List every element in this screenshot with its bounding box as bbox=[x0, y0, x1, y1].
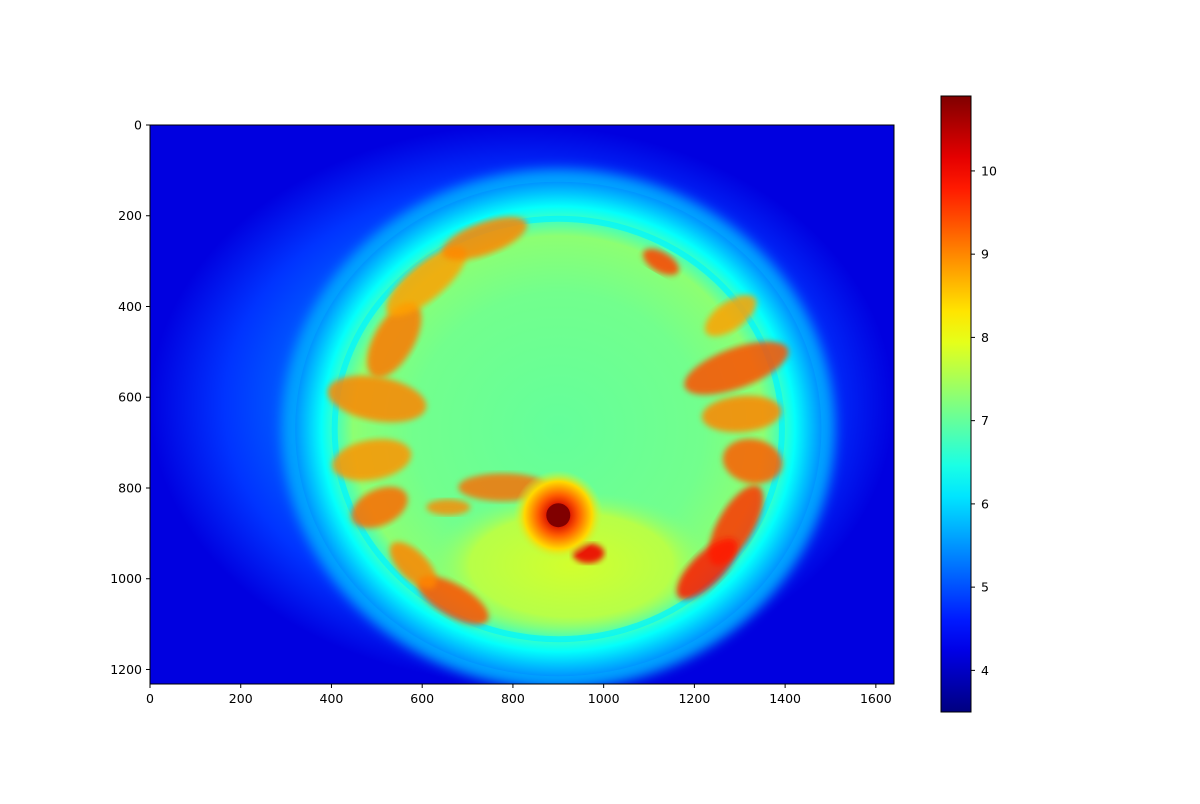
colorbar-frame bbox=[940, 95, 972, 713]
x-tick-label: 200 bbox=[229, 691, 253, 706]
colorbar-tick-label: 9 bbox=[981, 247, 989, 262]
y-tick-label: 400 bbox=[118, 299, 142, 314]
cloud-region bbox=[701, 395, 782, 433]
colorbar-tick-label: 6 bbox=[981, 496, 989, 511]
bright-lower-sky bbox=[426, 490, 717, 640]
cloud-region bbox=[722, 438, 783, 484]
x-tick-label: 1400 bbox=[769, 691, 801, 706]
cloud-region bbox=[704, 294, 757, 337]
x-tick-label: 0 bbox=[146, 691, 154, 706]
x-tick-label: 800 bbox=[501, 691, 525, 706]
heatmap-image bbox=[150, 125, 894, 684]
sun-core bbox=[546, 503, 571, 528]
colorbar-axis: 4 5 6 7 8 9 10 bbox=[971, 163, 997, 678]
cloud-region bbox=[642, 248, 679, 276]
y-tick-label: 800 bbox=[118, 480, 142, 495]
x-tick-label: 1000 bbox=[588, 691, 620, 706]
cloud-region bbox=[426, 499, 471, 516]
cloud-region bbox=[351, 486, 408, 529]
x-tick-label: 600 bbox=[410, 691, 434, 706]
cloud-region bbox=[367, 302, 422, 378]
x-tick-label: 400 bbox=[320, 691, 344, 706]
y-tick-label: 1000 bbox=[110, 571, 142, 586]
colorbar-tick-label: 5 bbox=[981, 580, 989, 595]
cloud-region bbox=[684, 341, 789, 395]
colorbar-tick-label: 7 bbox=[981, 413, 989, 428]
cloud-region bbox=[386, 246, 467, 317]
horizon-ring bbox=[331, 215, 785, 643]
colorbar bbox=[941, 96, 971, 712]
axes-frame bbox=[149, 124, 895, 685]
cloud-region bbox=[441, 216, 528, 260]
cloud-region bbox=[417, 575, 489, 625]
y-tick-label: 600 bbox=[118, 390, 142, 405]
cloud-region bbox=[332, 439, 412, 481]
y-tick-label: 0 bbox=[134, 118, 142, 133]
x-axis: 0 200 400 600 800 1000 1200 1400 1600 bbox=[146, 684, 892, 706]
y-tick-label: 200 bbox=[118, 208, 142, 223]
y-tick-label: 1200 bbox=[110, 662, 142, 677]
colorbar-tick-label: 10 bbox=[981, 163, 997, 178]
cloud-region bbox=[676, 538, 738, 600]
y-axis: 0 200 400 600 800 1000 1200 bbox=[110, 118, 150, 677]
x-tick-label: 1600 bbox=[860, 691, 892, 706]
cloud-region bbox=[389, 541, 437, 589]
x-tick-label: 1200 bbox=[678, 691, 710, 706]
cloud-region bbox=[327, 375, 427, 423]
colorbar-tick-label: 4 bbox=[981, 663, 989, 678]
colorbar-tick-label: 8 bbox=[981, 330, 989, 345]
